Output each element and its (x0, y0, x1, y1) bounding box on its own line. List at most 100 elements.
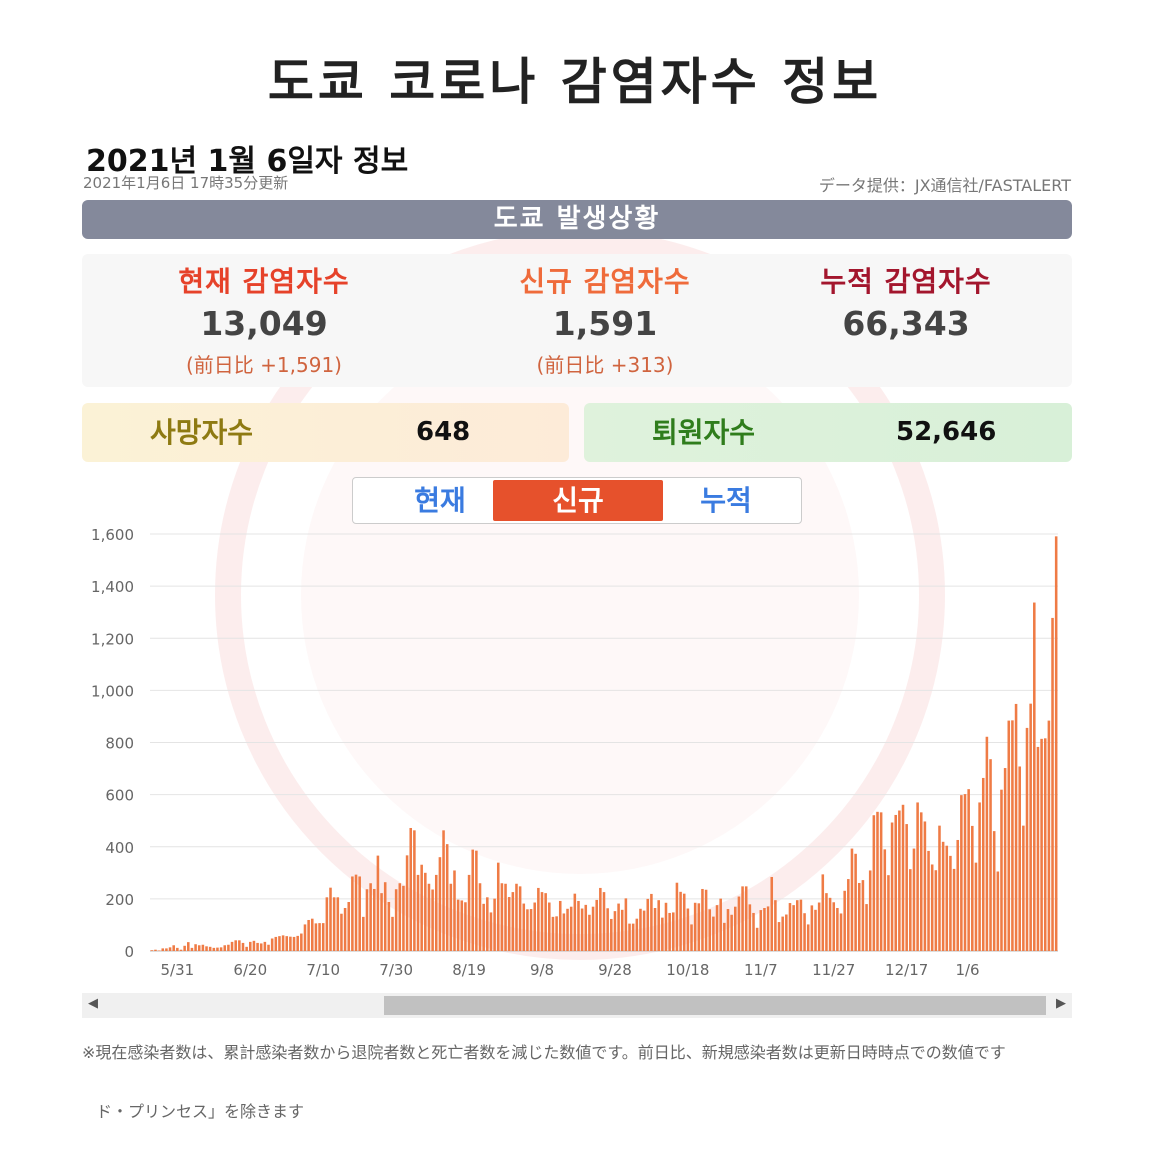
bar (726, 909, 730, 951)
bar (821, 874, 825, 951)
bar (631, 923, 635, 951)
bar (861, 880, 865, 951)
bar (190, 947, 194, 951)
x-tick-label: 9/8 (530, 961, 554, 979)
bar (748, 904, 752, 951)
bar (1000, 789, 1003, 951)
recovered-value: 52,646 (896, 417, 997, 447)
scroll-thumb[interactable] (384, 996, 1046, 1015)
tab-current[interactable]: 현재 (414, 484, 466, 517)
bar (431, 889, 434, 951)
bar (376, 855, 380, 951)
updated-timestamp: 2021年1月6日 17時35分更新 (83, 174, 289, 192)
bar (675, 882, 679, 951)
bar (989, 759, 992, 951)
tab-new[interactable]: 신규 (493, 480, 663, 521)
bar (701, 888, 704, 951)
bar (259, 943, 263, 951)
bar (890, 822, 894, 951)
bar (719, 898, 722, 951)
bar (187, 942, 190, 951)
bar (723, 922, 726, 951)
bar (329, 887, 332, 951)
bar (923, 821, 927, 951)
bar (409, 827, 413, 951)
bar (624, 898, 628, 951)
bar (540, 892, 544, 951)
bar (212, 947, 216, 951)
bar (617, 903, 620, 951)
total-infected-label: 누적 감염자수 (820, 265, 992, 298)
bar (434, 874, 438, 951)
bar (515, 883, 518, 951)
bar (744, 886, 748, 951)
bar (518, 886, 522, 951)
bar (467, 874, 471, 951)
bar (307, 919, 310, 951)
bar (238, 940, 241, 951)
y-tick-label: 1,200 (91, 630, 134, 648)
new-infected-stat: 신규 감염자수 1,591 (前日比 +313) (475, 254, 735, 378)
bar (715, 905, 719, 951)
y-tick-label: 200 (105, 891, 134, 909)
bar (883, 849, 887, 951)
bar (708, 909, 712, 951)
bar (507, 897, 511, 951)
bar (1033, 602, 1036, 951)
scroll-left-icon[interactable]: ◀ (88, 996, 98, 1011)
bar (449, 883, 453, 951)
new-infected-label: 신규 감염자수 (519, 265, 691, 298)
bar (558, 900, 562, 951)
bar (839, 913, 843, 951)
bar (1051, 617, 1054, 951)
bar (930, 864, 934, 951)
bar (343, 907, 347, 951)
bar (661, 917, 664, 951)
bar (526, 909, 529, 951)
bar (752, 912, 755, 951)
bar (405, 855, 409, 951)
bar (686, 908, 690, 951)
bar (289, 936, 292, 951)
bar (817, 902, 821, 951)
bar (898, 810, 901, 951)
bar (537, 887, 540, 951)
y-tick-label: 800 (105, 735, 134, 753)
scroll-right-icon[interactable]: ▶ (1056, 996, 1066, 1011)
stats-panel: 현재 감염자수 13,049 (前日比 +1,591) 신규 감염자수 1,59… (82, 254, 1072, 387)
x-tick-label: 6/20 (233, 961, 267, 979)
bar (318, 923, 321, 951)
bar (843, 890, 846, 951)
bar (296, 935, 299, 951)
bar (475, 850, 478, 951)
bar (413, 830, 416, 951)
bar (486, 897, 489, 951)
bar (774, 900, 777, 951)
bar (927, 850, 930, 951)
bar (245, 946, 248, 951)
bar (847, 879, 850, 951)
bar (850, 848, 854, 951)
bar (493, 898, 496, 951)
current-infected-value: 13,049 (200, 304, 328, 343)
bar (887, 875, 890, 951)
bar (504, 883, 507, 951)
bar (456, 899, 460, 951)
bar (358, 876, 361, 951)
bar (522, 903, 526, 951)
report-date-title: 2021년 1월 6일자 정보 (86, 144, 409, 179)
bar (868, 870, 872, 951)
bar (442, 830, 445, 951)
bar (1025, 727, 1029, 951)
bar (664, 902, 668, 951)
bar (227, 944, 230, 951)
bar (529, 909, 533, 951)
bar (763, 907, 766, 951)
bar (551, 916, 555, 951)
chart-scrollbar[interactable]: ◀ ▶ (82, 993, 1072, 1018)
bar (642, 910, 646, 951)
bar (416, 874, 420, 951)
x-tick-label: 7/30 (379, 961, 413, 979)
bar (471, 849, 474, 951)
tab-total[interactable]: 누적 (700, 484, 752, 517)
